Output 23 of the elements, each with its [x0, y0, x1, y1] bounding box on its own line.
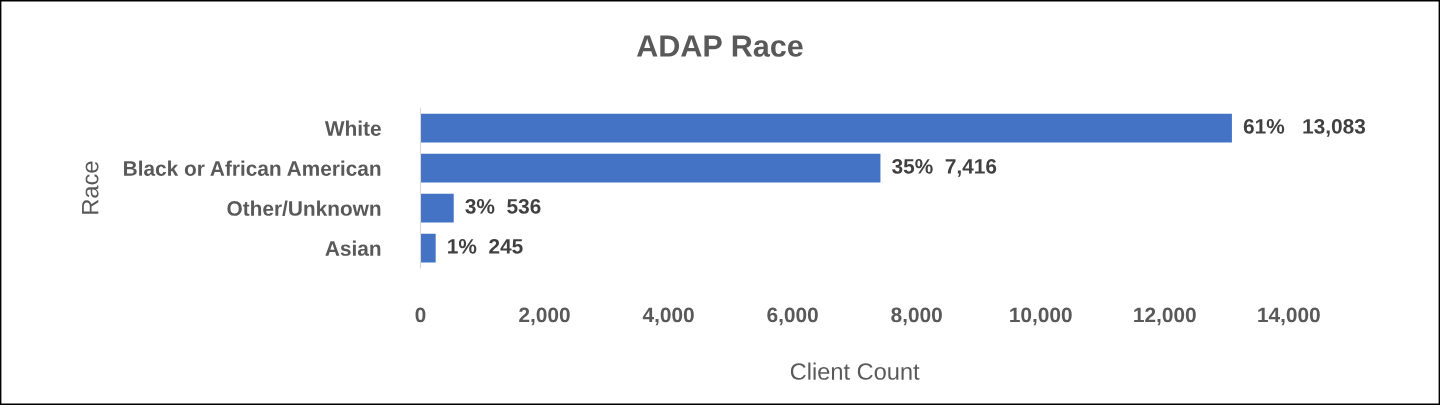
bar: [420, 233, 436, 263]
bar: [420, 113, 1232, 143]
x-tick-label: 0: [415, 307, 426, 323]
x-tick-label: 14,000: [1258, 307, 1320, 326]
x-tick-label: 8,000: [891, 307, 942, 326]
y-axis-title: Race: [82, 161, 99, 214]
data-label: 1% 245: [448, 238, 523, 254]
x-tick-label: 12,000: [1134, 307, 1196, 326]
y-tick-label: Black or African American: [124, 160, 381, 176]
x-axis-title: Client Count: [790, 362, 920, 380]
x-tick-label: 2,000: [519, 307, 570, 326]
y-tick-label: Other/Unknown: [227, 200, 381, 217]
data-label: 3% 536: [465, 198, 541, 214]
data-label: 61% 13,083: [1243, 118, 1366, 137]
x-tick-label: 6,000: [767, 307, 818, 326]
data-label: 35% 7,416: [892, 158, 997, 177]
x-tick-label: 10,000: [1010, 307, 1072, 326]
chart-title: ADAP Race: [636, 35, 803, 57]
bar: [420, 153, 881, 183]
bar: [420, 193, 454, 223]
y-tick-label: White: [324, 120, 381, 136]
x-tick-label: 4,000: [642, 307, 694, 326]
y-tick-label: Asian: [325, 240, 381, 256]
